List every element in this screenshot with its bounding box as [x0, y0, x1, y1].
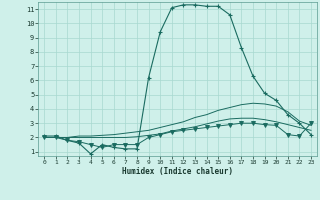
X-axis label: Humidex (Indice chaleur): Humidex (Indice chaleur) [122, 167, 233, 176]
